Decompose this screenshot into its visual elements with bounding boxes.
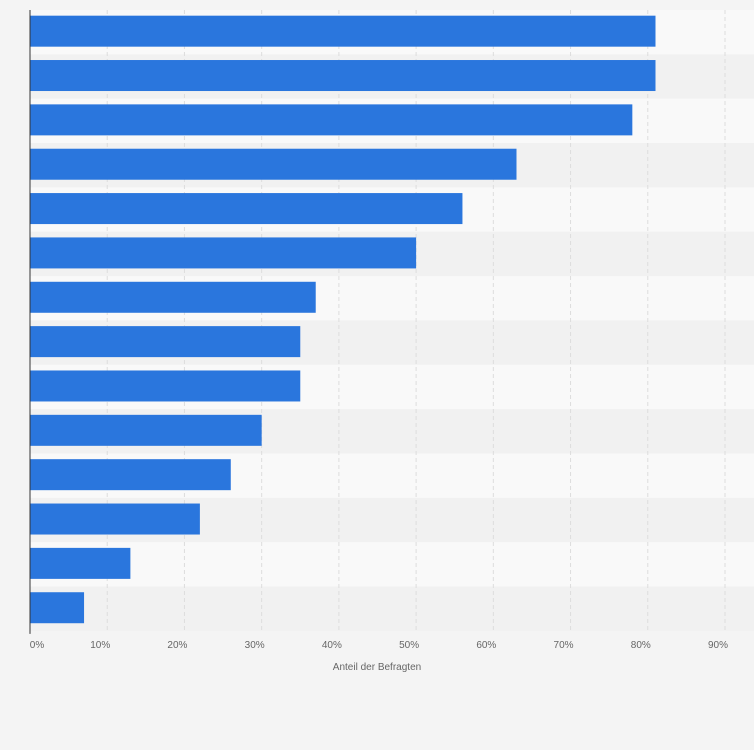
bar-14 [30, 592, 85, 624]
row-band-13 [30, 542, 754, 587]
row-bands [30, 10, 754, 631]
x-tick-label-9: 90% [708, 640, 728, 651]
bar-8 [30, 326, 301, 358]
x-tick-label-8: 80% [631, 640, 651, 651]
bar-6 [30, 237, 417, 269]
bar-13 [30, 547, 131, 579]
bar-9 [30, 370, 301, 402]
x-tick-label-4: 40% [322, 640, 342, 651]
x-tick-label-1: 10% [90, 640, 110, 651]
bar-5 [30, 193, 463, 225]
x-axis-title: Anteil der Befragten [333, 662, 421, 673]
bar-1 [30, 15, 656, 47]
x-tick-label-2: 20% [167, 640, 187, 651]
bar-3 [30, 104, 633, 136]
x-tick-label-7: 70% [554, 640, 574, 651]
row-band-14 [30, 586, 754, 631]
x-tick-label-6: 60% [476, 640, 496, 651]
bar-11 [30, 459, 231, 491]
bar-4 [30, 148, 517, 180]
bar-10 [30, 414, 262, 446]
x-tick-label-3: 30% [245, 640, 265, 651]
bars [30, 15, 656, 624]
bar-7 [30, 281, 316, 313]
bar-2 [30, 60, 656, 92]
bar-12 [30, 503, 200, 535]
x-tick-label-5: 50% [399, 640, 419, 651]
x-tick-label-0: 0% [30, 640, 45, 651]
x-tick-labels: 0% 10% 20% 30% 40% 50% 60% 70% 80% 90% [30, 640, 728, 651]
